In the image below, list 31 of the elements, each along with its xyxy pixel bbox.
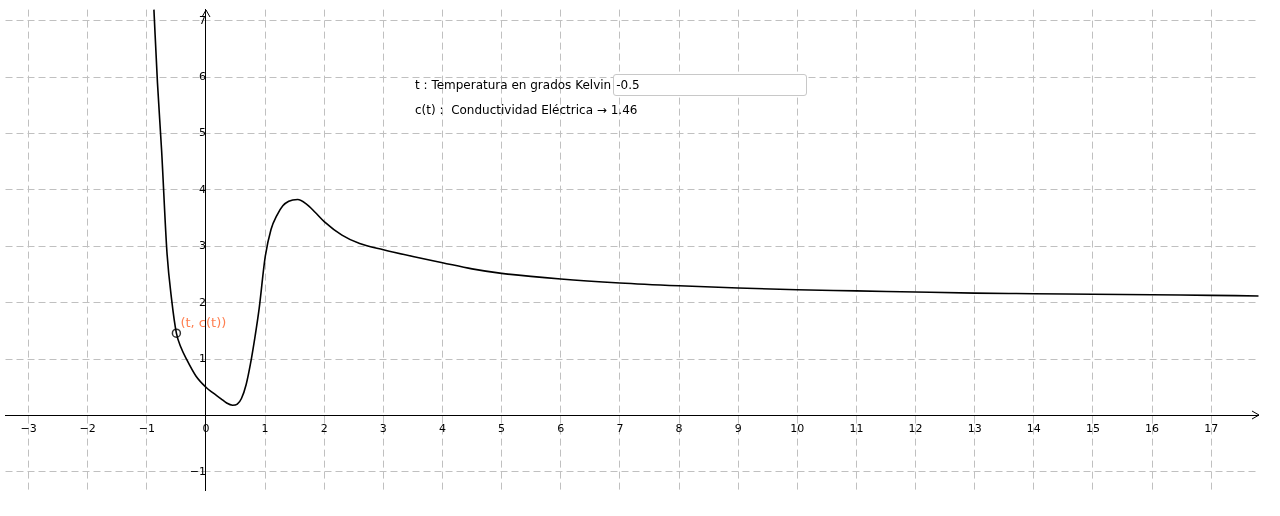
- text-field: -0.5: [613, 74, 808, 96]
- y-tick-label: 1: [198, 351, 206, 365]
- x-tick-label: −1: [138, 421, 155, 435]
- x-tick-label: 2: [320, 421, 328, 435]
- x-tick-label: 8: [675, 421, 683, 435]
- x-tick-label: 15: [1085, 421, 1100, 435]
- x-tick-label: 11: [849, 421, 864, 435]
- x-tick-label: 14: [1026, 421, 1041, 435]
- y-tick-label: −1: [189, 464, 206, 478]
- y-tick-label: 6: [198, 70, 206, 84]
- y-tick-label: 3: [198, 239, 206, 253]
- x-tick-label: 7: [616, 421, 624, 435]
- x-tick-label: −3: [20, 421, 37, 435]
- x-tick-label: 6: [557, 421, 565, 435]
- x-tick-label: 13: [967, 421, 982, 435]
- x-tick-label: 4: [438, 421, 446, 435]
- x-tick-label: 3: [379, 421, 387, 435]
- y-tick-label: 4: [198, 182, 206, 196]
- y-tick-label: 7: [198, 13, 206, 27]
- y-tick-label: 2: [198, 295, 206, 309]
- x-tick-label: 12: [908, 421, 923, 435]
- x-tick-label: 17: [1204, 421, 1219, 435]
- y-tick-label: 5: [198, 126, 206, 140]
- x-tick-label: 9: [734, 421, 742, 435]
- x-tick-label: 10: [790, 421, 805, 435]
- annotation: t : Temperatura en grados Kelvin: [415, 78, 612, 92]
- x-tick-label: 5: [498, 421, 506, 435]
- x-tick-label: 16: [1145, 421, 1160, 435]
- annotation: c(t) : Conductividad Eléctrica → 1.46: [415, 103, 638, 117]
- x-tick-label: −2: [79, 421, 96, 435]
- x-tick-label: 1: [261, 421, 269, 435]
